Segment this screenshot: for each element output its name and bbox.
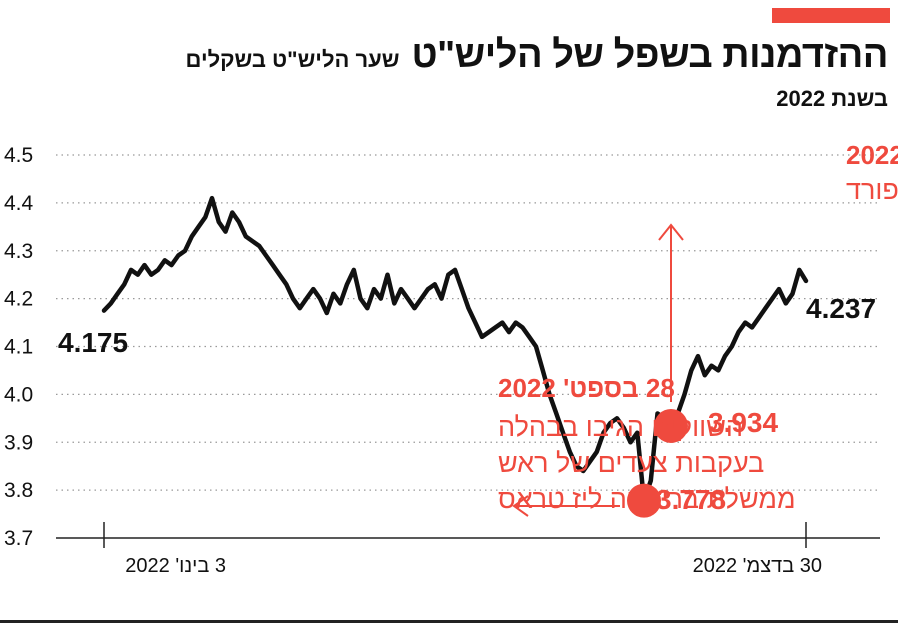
sep-annotation-line: בעקבות צעדים של ראש — [498, 448, 764, 478]
sep-annotation-arrow-head — [512, 495, 529, 517]
chart-subtitle: שער הליש"ט בשקלים — [185, 47, 400, 72]
y-tick-label: 3.7 — [4, 527, 33, 550]
y-tick-label: 4.3 — [4, 240, 33, 263]
start-value-label: 4.175 — [58, 327, 128, 358]
y-tick-label: 4.0 — [4, 383, 33, 406]
y-tick-label: 4.5 — [4, 144, 33, 167]
sep-annotation-line: ממשלת בריטניה ליז טראס — [498, 484, 796, 514]
x-tick-label: 30 בדצמ' 2022 — [693, 555, 822, 577]
y-tick-label: 3.9 — [4, 431, 33, 454]
oct-annotation-arrow-head — [658, 223, 684, 241]
low-point-marker — [627, 483, 661, 518]
y-tick-label: 4.1 — [4, 336, 33, 359]
chart-title: ההזדמנות בשפל של הליש"ט — [411, 34, 889, 76]
october-point-marker — [654, 408, 688, 443]
bottom-rule — [0, 620, 898, 623]
sep-annotation-date: 28 בספט' 2022 — [498, 373, 675, 403]
gbp-ils-series-line — [101, 195, 809, 503]
october-value-label: 3.934 — [708, 407, 778, 438]
x-tick-label: 3 בינו' 2022 — [125, 555, 226, 577]
y-tick-label: 3.8 — [4, 479, 33, 502]
y-tick-label: 4.4 — [4, 192, 34, 215]
y-axis-ticks: 4.5 4.4 4.3 4.2 4.1 4.0 3.9 3.8 3.7 — [4, 144, 34, 550]
sep-annotation-line: השווקים הגיבו בבהלה — [498, 412, 743, 442]
low-value-label: 3.778 — [656, 484, 726, 515]
chart-year: בשנת 2022 — [776, 86, 888, 111]
end-value-label: 4.237 — [806, 293, 876, 324]
x-axis-ticks: 3 בינו' 2022 30 בדצמ' 2022 — [103, 522, 822, 577]
accent-bar — [772, 8, 890, 23]
y-tick-label: 4.2 — [4, 288, 33, 311]
oct-annotation-date: 12 באוקטובר 2022 — [846, 140, 898, 170]
oct-annotation-line: אבנר נתניהו רוכש את הדירה באוקספורד — [846, 175, 898, 205]
title-row: ההזדמנות בשפל של הליש"ט שער הליש"ט בשקלים — [185, 34, 889, 77]
